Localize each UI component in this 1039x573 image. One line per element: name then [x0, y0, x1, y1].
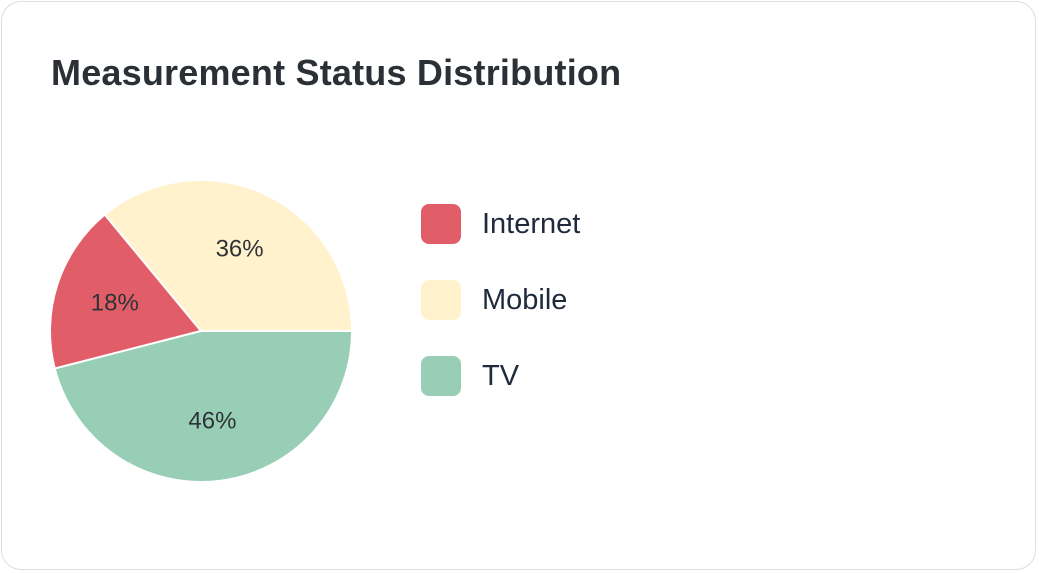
pie-slice-mobile[interactable] [103, 179, 353, 332]
chart-title: Measurement Status Distribution [51, 52, 622, 93]
legend-swatch-mobile [421, 280, 461, 320]
legend-swatch-tv [421, 356, 461, 396]
pie-slice-tv[interactable] [53, 330, 353, 483]
pie-slice-internet[interactable] [49, 213, 202, 370]
pie-label-tv: 46% [188, 407, 236, 434]
legend-label-internet: Internet [482, 207, 581, 240]
legend-item-tv[interactable]: TV [421, 356, 580, 396]
legend-swatch-internet [421, 204, 461, 244]
pie-label-internet: 18% [91, 290, 139, 317]
legend-item-mobile[interactable]: Mobile [421, 280, 580, 320]
legend-item-internet[interactable]: Internet [421, 204, 580, 244]
legend-label-mobile: Mobile [482, 283, 568, 316]
pie-label-mobile: 36% [216, 236, 264, 263]
chart-legend: Internet Mobile TV [421, 204, 580, 432]
legend-label-tv: TV [482, 359, 520, 392]
